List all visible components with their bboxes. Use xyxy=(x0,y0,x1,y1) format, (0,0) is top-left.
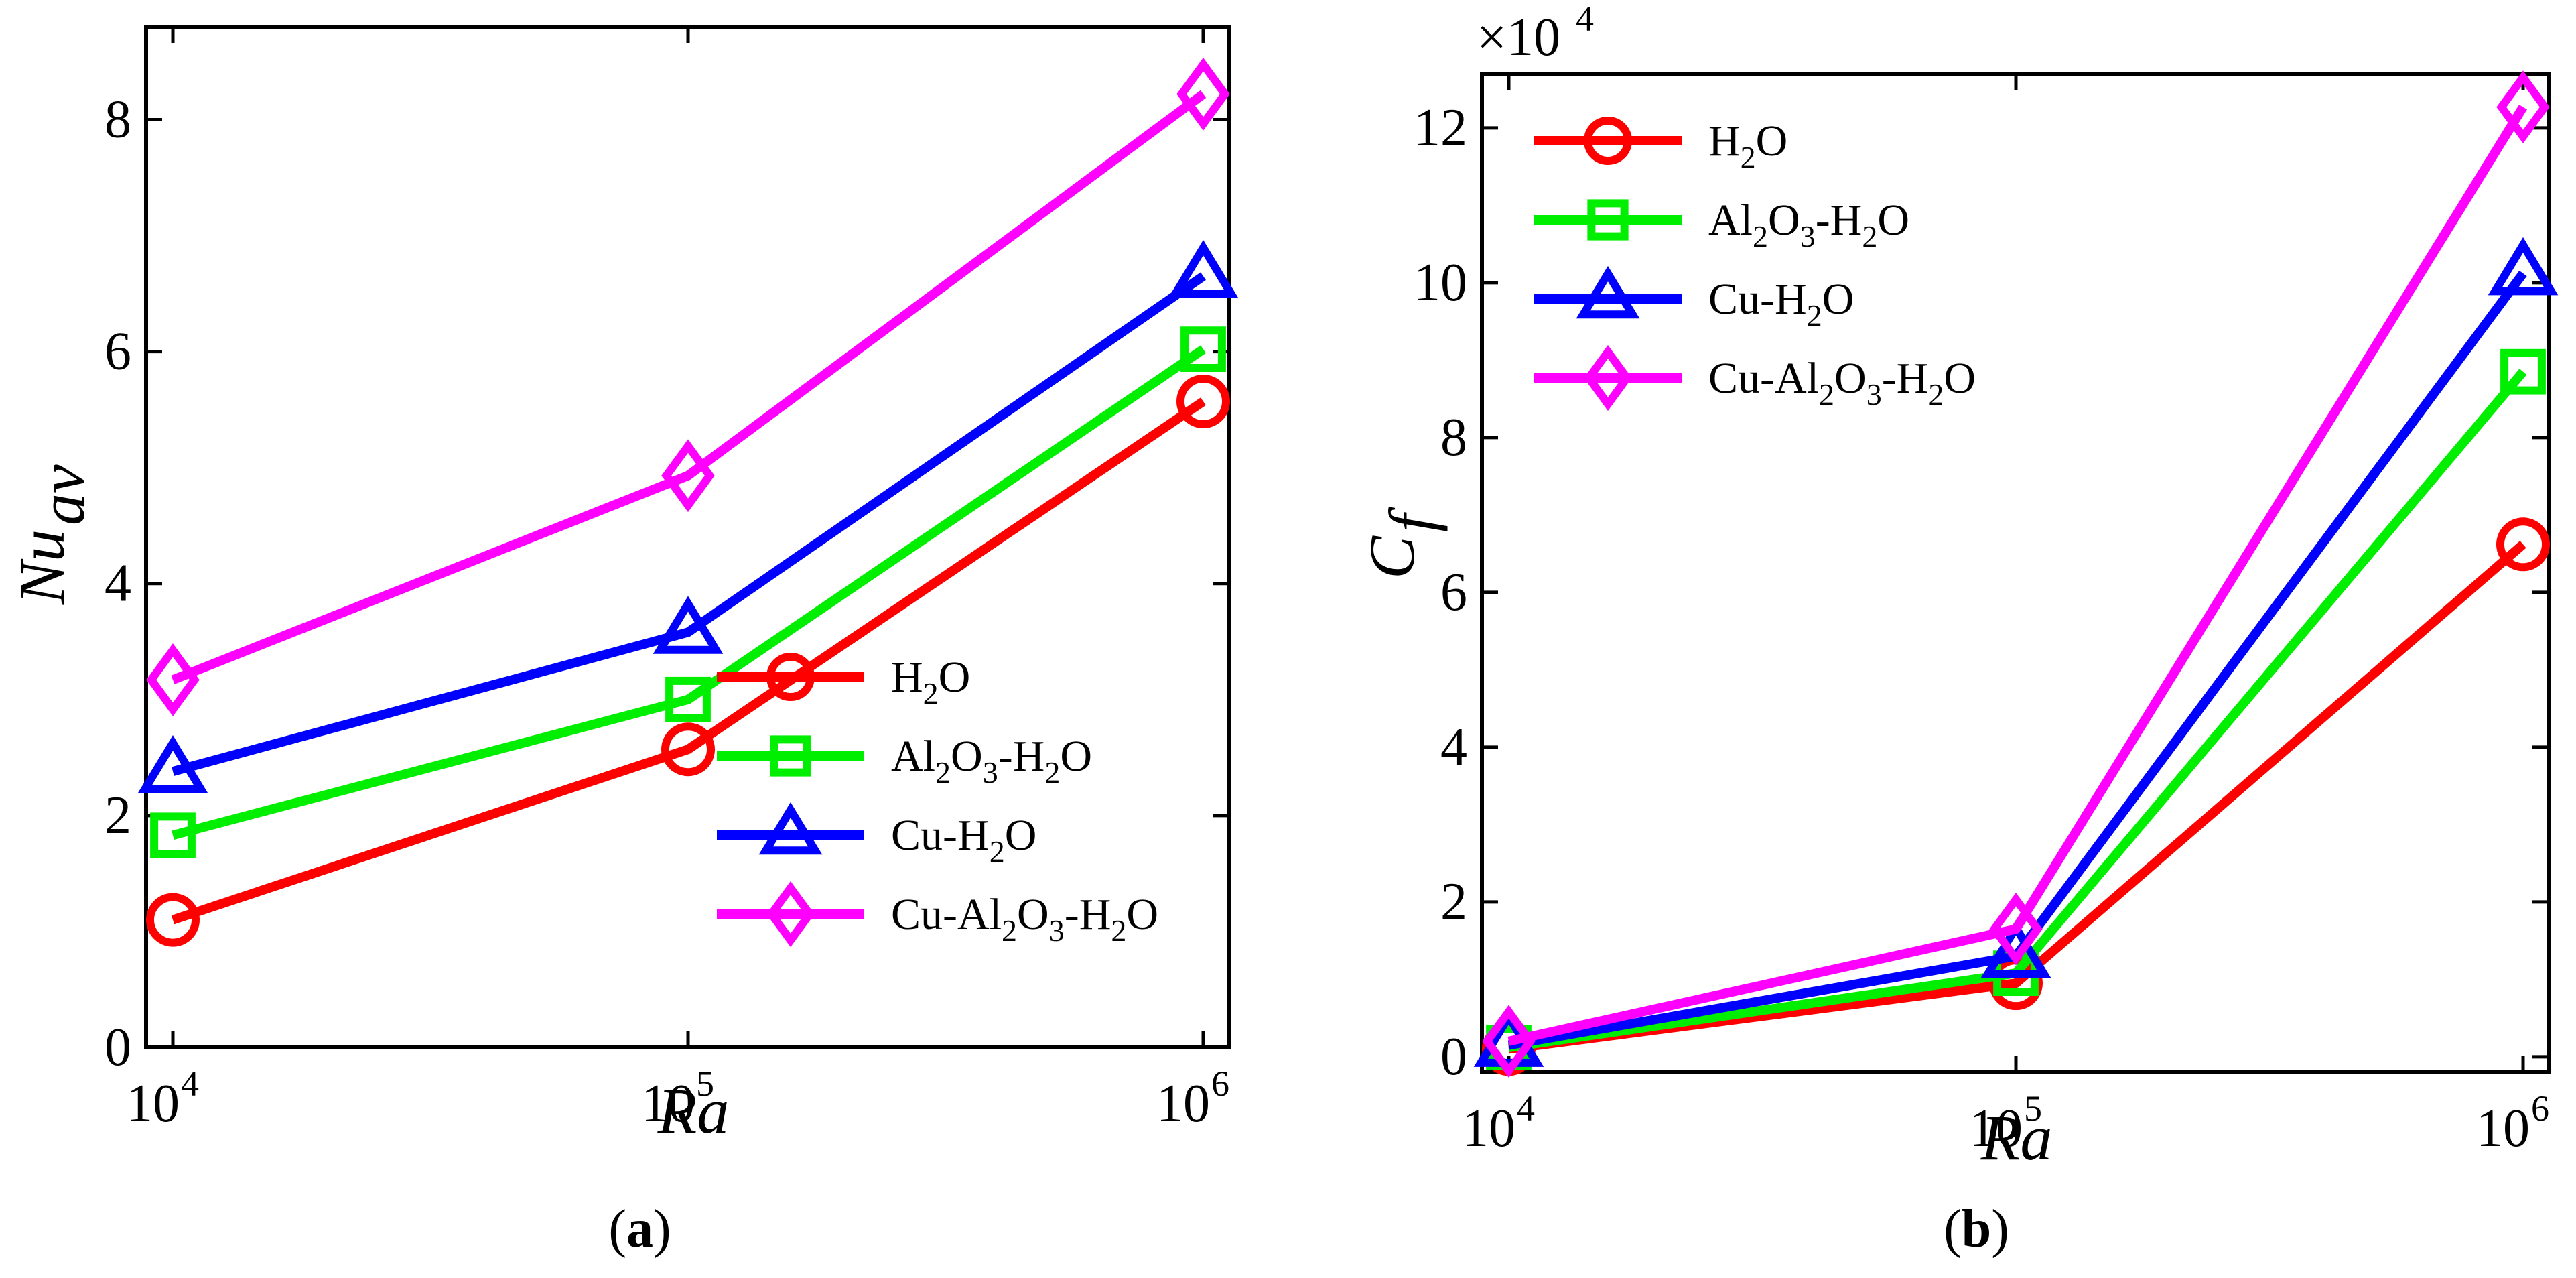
series-marker-0 xyxy=(146,893,200,947)
legend-label-1: Al2O3-H2O xyxy=(891,732,1092,789)
y-tick-label: 10 xyxy=(1414,253,1467,312)
series-marker-3 xyxy=(146,643,200,716)
panel-caption-letter: b xyxy=(1962,1200,1992,1259)
y-tick-label: 4 xyxy=(1440,718,1467,777)
x-axis-label: Ra xyxy=(657,1075,730,1147)
y-axis-label-main: Nu xyxy=(6,529,78,605)
legend-marker-3 xyxy=(1584,344,1632,411)
y-axis-label: Cf xyxy=(1356,507,1448,579)
panel-caption-letter: a xyxy=(626,1200,653,1259)
x-tick-label-base: 10 xyxy=(1969,1099,2023,1158)
y-tick-label: 2 xyxy=(105,786,131,845)
legend-marker-2 xyxy=(758,802,823,855)
y-axis-label-sub: f xyxy=(1376,507,1448,532)
x-tick-label-exponent: 6 xyxy=(1211,1064,1229,1104)
legend-marker-2 xyxy=(1576,265,1640,319)
series-marker-3 xyxy=(2496,70,2550,144)
series-marker-0 xyxy=(2496,517,2550,572)
series-marker-3 xyxy=(1482,1005,1536,1078)
x-tick-label-exponent: 5 xyxy=(2024,1088,2042,1129)
y-tick-label: 6 xyxy=(105,322,131,381)
legend-label-2: Cu-H2O xyxy=(891,811,1036,869)
series-marker-2 xyxy=(2488,237,2559,296)
series-marker-1 xyxy=(1180,326,1226,373)
y-tick-label: 4 xyxy=(105,554,131,613)
series-line-3 xyxy=(1507,104,2527,1046)
legend-marker-0 xyxy=(766,653,815,701)
series-line-3 xyxy=(171,90,1207,684)
series-line-0 xyxy=(171,397,1206,925)
y-tick-label: 0 xyxy=(1440,1027,1467,1086)
legend-label-0: H2O xyxy=(891,653,970,710)
legend-label-3: Cu-Al2O3-H2O xyxy=(1708,354,1976,411)
legend-label-1: Al2O3-H2O xyxy=(1708,196,1909,253)
y-tick-label: 8 xyxy=(105,90,131,149)
y-tick-label: 0 xyxy=(105,1018,131,1077)
series-marker-2 xyxy=(137,735,208,793)
x-tick-label-base: 10 xyxy=(126,1074,180,1133)
x-tick-label-base: 10 xyxy=(1462,1099,1515,1158)
series-marker-2 xyxy=(1980,919,2051,978)
x-tick-label-base: 10 xyxy=(641,1074,695,1133)
y-exponent-label: ×10 xyxy=(1477,8,1560,67)
legend-marker-1 xyxy=(1587,199,1629,241)
legend-marker-0 xyxy=(1584,117,1632,165)
series-marker-0 xyxy=(1176,375,1230,429)
series-marker-3 xyxy=(1989,892,2043,966)
series-marker-2 xyxy=(1168,240,1239,298)
series-marker-0 xyxy=(661,722,715,777)
legend-marker-1 xyxy=(770,735,811,777)
panel-caption: (b) xyxy=(1944,1200,2009,1259)
y-tick-label: 6 xyxy=(1440,563,1467,622)
x-tick-label-exponent: 5 xyxy=(696,1064,714,1104)
x-axis-label: Ra xyxy=(1980,1102,2053,1173)
y-axis-label-main: C xyxy=(1356,535,1428,579)
y-tick-label: 8 xyxy=(1440,408,1467,467)
legend-label-2: Cu-H2O xyxy=(1708,275,1854,332)
series-marker-3 xyxy=(1176,58,1230,131)
x-tick-label-exponent: 4 xyxy=(181,1064,199,1104)
x-tick-label-exponent: 6 xyxy=(2531,1088,2549,1129)
series-marker-1 xyxy=(2500,348,2546,395)
series-marker-2 xyxy=(653,596,724,654)
series-marker-1 xyxy=(665,676,711,722)
y-tick-label: 12 xyxy=(1414,99,1467,157)
y-exponent-power: 4 xyxy=(1576,0,1594,39)
series-line-2 xyxy=(172,272,1206,776)
series-marker-1 xyxy=(150,812,196,858)
panel-caption: (a) xyxy=(608,1200,671,1259)
x-tick-label-base: 10 xyxy=(1156,1074,1210,1133)
legend-label-3: Cu-Al2O3-H2O xyxy=(891,890,1158,948)
series-marker-3 xyxy=(661,439,715,513)
x-tick-label-exponent: 4 xyxy=(1517,1088,1535,1129)
y-tick-label: 2 xyxy=(1440,873,1467,932)
legend-marker-3 xyxy=(766,881,815,948)
series-line-1 xyxy=(172,345,1206,840)
y-axis-label-sub: av xyxy=(26,464,98,525)
legend-label-0: H2O xyxy=(1708,117,1787,174)
x-tick-label-base: 10 xyxy=(2476,1099,2530,1158)
